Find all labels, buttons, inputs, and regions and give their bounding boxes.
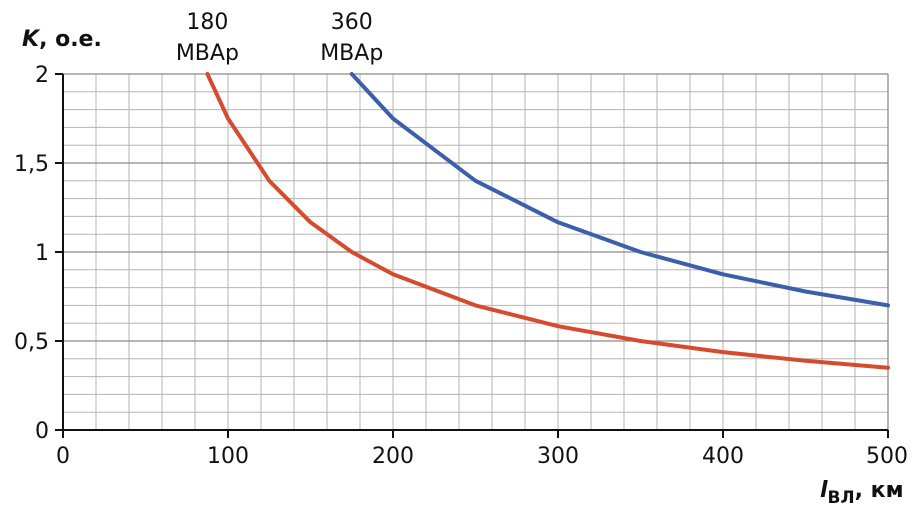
series-label-line: МВАр (176, 41, 239, 66)
x-tick-labels: 0 100 200 300 400 500 (56, 444, 908, 469)
series-line-2 (349, 72, 890, 308)
x-tick-label: 0 (56, 444, 70, 469)
x-tick-label: 100 (207, 444, 249, 469)
series-label-line: 180 (186, 10, 228, 35)
y-tick-label: 0,5 (14, 330, 49, 355)
y-axis-label: K, о.е. (22, 27, 102, 52)
series-layer (205, 72, 890, 370)
series-label-2: 360 МВАр (320, 10, 383, 66)
series-label-1: 180 МВАр (176, 10, 239, 66)
x-axis-symbol: l (820, 478, 828, 503)
x-axis-subscript: ВЛ (828, 488, 855, 508)
y-tick-label: 0 (35, 419, 49, 444)
series-label-line: 360 (331, 10, 373, 35)
axes (55, 73, 889, 438)
x-tick-label: 200 (372, 444, 414, 469)
series-labels: 180 МВАр 360 МВАр (176, 10, 383, 66)
x-axis-unit: , км (855, 478, 904, 503)
x-axis-label: lВЛ, км (820, 478, 904, 508)
y-tick-labels: 0 0,5 1 1,5 2 (14, 63, 49, 444)
y-tick-label: 1,5 (14, 152, 49, 177)
series-label-line: МВАр (320, 41, 383, 66)
grid-major (63, 73, 889, 430)
y-axis-symbol: K (22, 27, 41, 52)
x-tick-label: 400 (702, 444, 744, 469)
x-tick-label: 500 (866, 444, 908, 469)
y-tick-label: 1 (35, 241, 49, 266)
y-tick-label: 2 (35, 63, 49, 88)
x-tick-label: 300 (537, 444, 579, 469)
series-line-1 (205, 72, 890, 370)
y-axis-unit: , о.е. (39, 27, 102, 52)
